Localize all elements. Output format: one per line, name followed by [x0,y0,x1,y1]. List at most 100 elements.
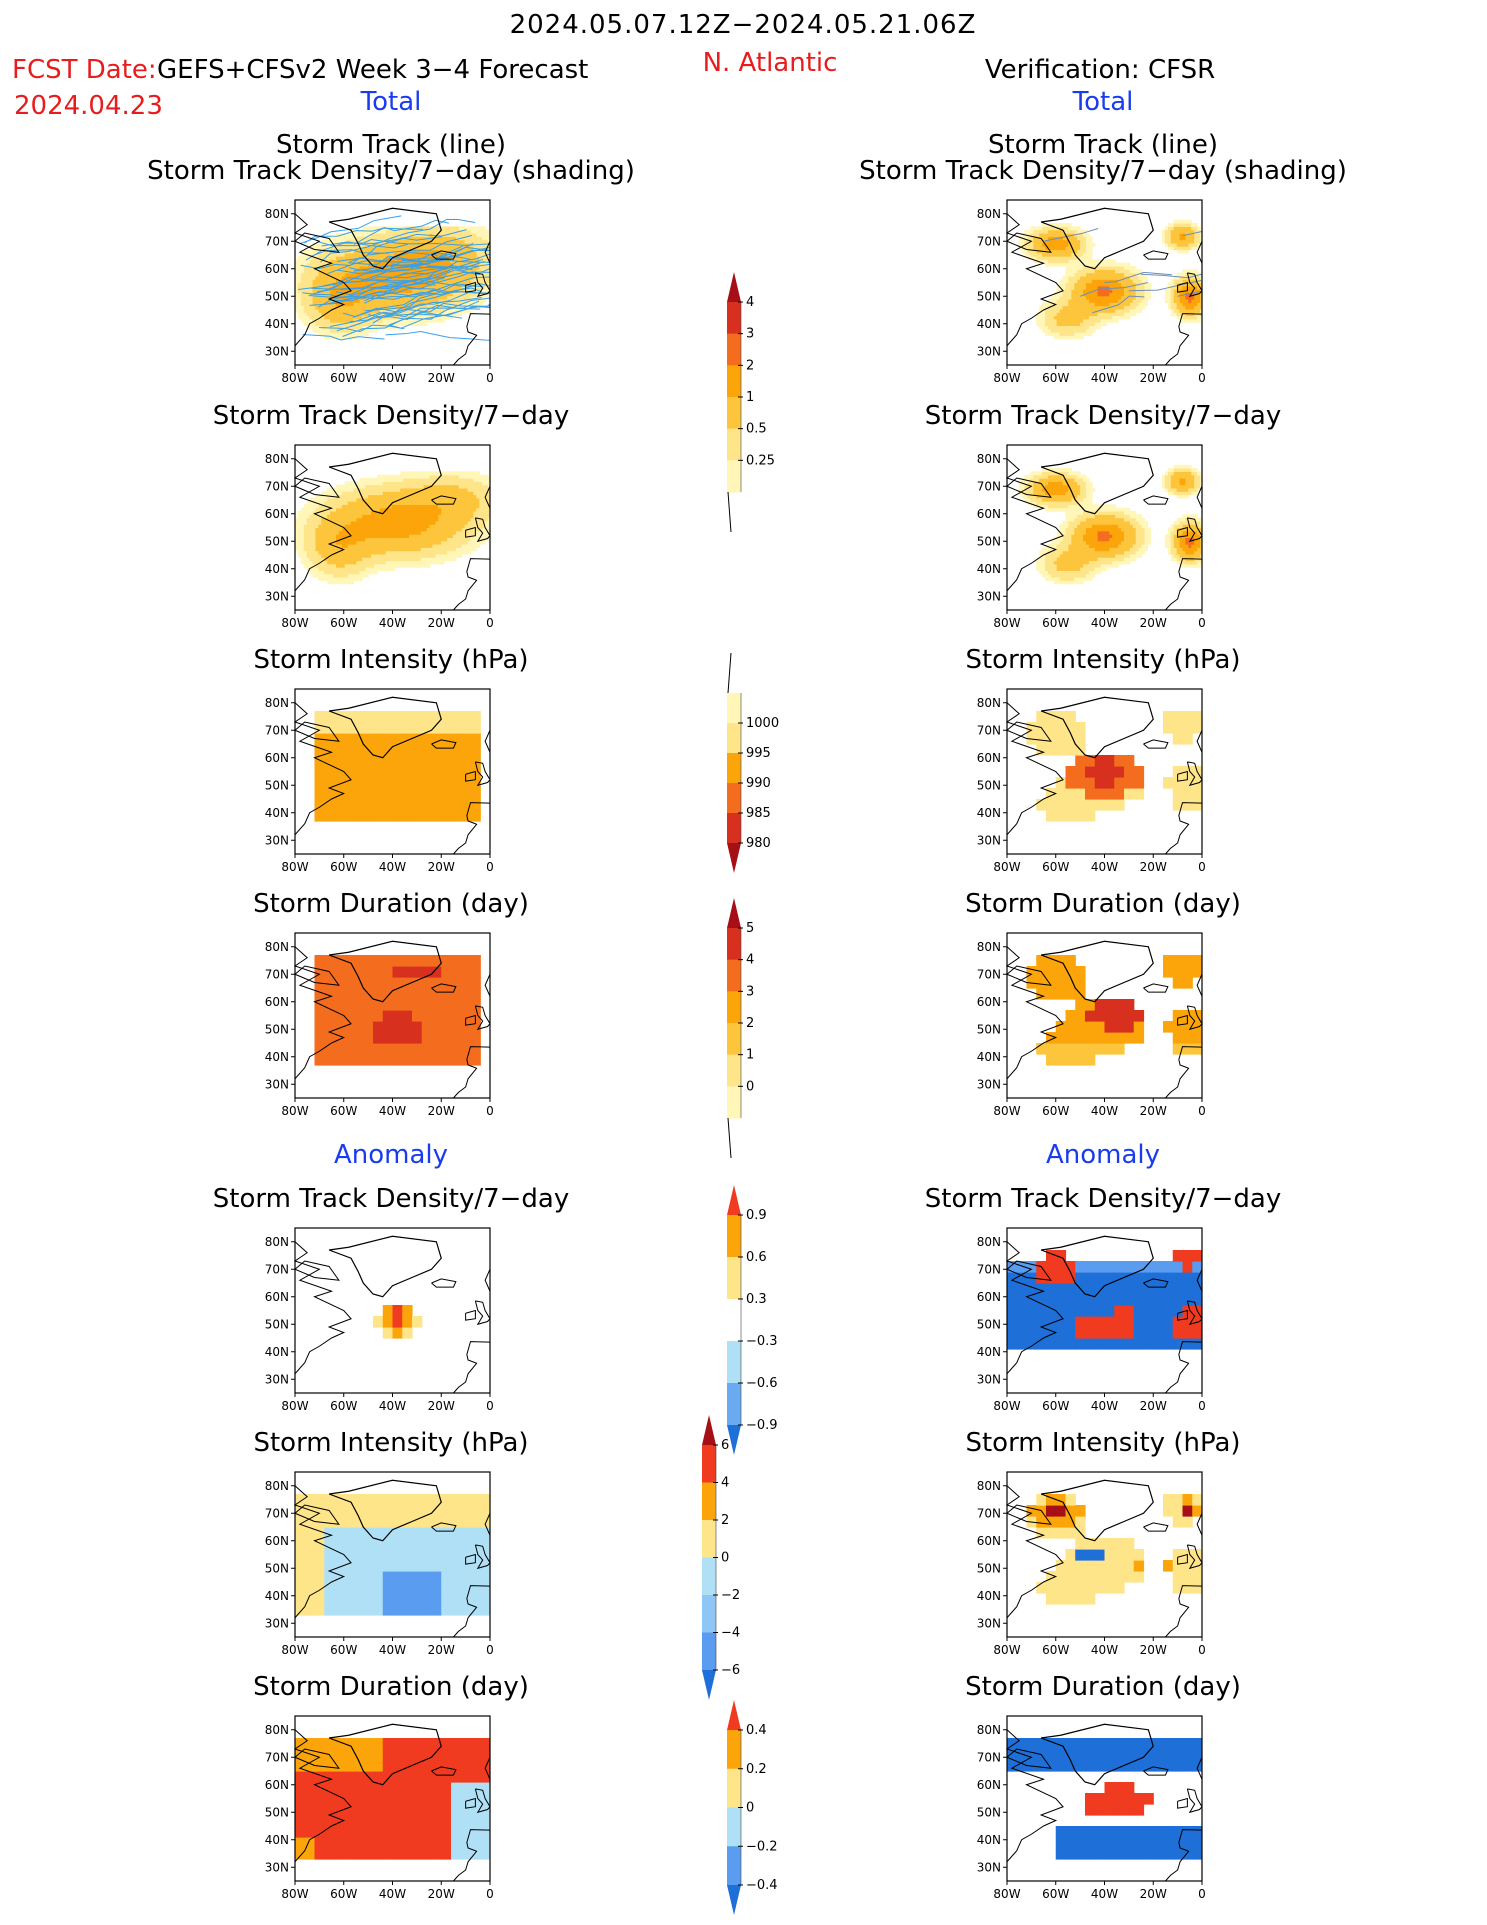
lat-tick-label: 70N [265,234,289,248]
norway-coastline [1196,1757,1203,1780]
greenland-coastline [328,1479,442,1542]
storm-track-line [317,238,490,247]
lat-tick-label: 70N [977,723,1001,737]
colorbar-label: 3 [746,984,754,999]
lon-tick-label: 80W [281,860,308,874]
lat-tick-label: 40N [977,1345,1001,1359]
lon-tick-label: 80W [993,860,1020,874]
lat-tick-label: 70N [977,1262,1001,1276]
lat-tick-label: 40N [265,1345,289,1359]
lat-tick-label: 80N [977,696,1001,710]
lat-tick-label: 80N [265,452,289,466]
lon-tick-label: 60W [330,1643,357,1657]
lat-tick-label: 60N [265,1290,289,1304]
lat-tick-label: 80N [977,452,1001,466]
lon-tick-label: 60W [1042,1643,1069,1657]
colorbar-intensity-total: 1000 995 990 985 980 [727,652,779,873]
lat-tick-label: 30N [265,344,289,358]
lon-tick-label: 0 [1198,1887,1206,1901]
storm-track-line [322,279,411,287]
map-track-left: 80N 70N 60N 50N 40N 30N 80W 60W 40W 20W 0 [265,199,494,385]
map-intensity-anom-right: 80N 70N 60N 50N 40N 30N 80W 60W 40W 20W 0 [977,1471,1206,1657]
storm-track-line [1092,295,1145,314]
lon-tick-label: 40W [379,371,406,385]
storm-track-line [340,279,484,291]
colorbar-segment [727,428,741,461]
map-density-anom-right: 80N 70N 60N 50N 40N 30N 80W 60W 40W 20W 0 [977,1227,1206,1413]
map-content [295,471,490,585]
fcst-model-label: GEFS+CFSv2 Week 3−4 Forecast [157,55,589,85]
uk-coastline [1186,517,1203,543]
lon-tick-label: 60W [1042,1887,1069,1901]
total-label-left: Total [360,87,422,117]
colorbar-label: 0.4 [746,1723,767,1738]
storm-track-line [1182,231,1202,237]
colorbar-label: −2 [721,1588,740,1603]
lat-tick-label: 60N [265,1778,289,1792]
norway-coastline [484,1269,491,1292]
greenland-coastline [328,452,442,515]
storm-track-line [336,311,463,332]
lat-tick-label: 40N [977,1833,1001,1847]
storm-track-line [352,289,490,318]
lon-tick-label: 80W [281,1643,308,1657]
storm-track-line [364,287,473,304]
lon-tick-label: 0 [1198,371,1206,385]
colorbar-label: 1000 [746,716,779,731]
north-america-coastline [1005,702,1064,836]
iceland-coastline [431,250,457,260]
lat-tick-label: 50N [977,778,1001,792]
iberia-africa-coastline [453,558,491,611]
iberia-africa-coastline [1165,1046,1203,1099]
title-intensity-right: Storm Intensity (hPa) [965,645,1241,675]
colorbar-arrow-top [702,1415,716,1445]
iberia-africa-coastline [453,1585,491,1638]
colorbar-label: 2 [746,358,754,373]
colorbar-segment [727,1257,741,1300]
colorbar-segment [727,397,741,430]
lon-tick-label: 80W [281,1887,308,1901]
baffin-coastline [1006,1504,1052,1525]
iceland-coastline [431,1766,457,1776]
colorbar-segment [727,1215,741,1258]
colorbar-label: 3 [746,327,754,342]
lat-tick-label: 30N [977,344,1001,358]
lon-tick-label: 60W [330,616,357,630]
colorbar-duration-anom: 0.4 0.2 0 −0.2 −0.4 [727,1700,778,1915]
lon-tick-label: 80W [993,616,1020,630]
colorbar-label: 985 [746,806,771,821]
lon-tick-label: 80W [281,1104,308,1118]
ireland-coastline [1177,1797,1188,1809]
colorbar-arrow-top [727,1185,741,1215]
iberia-africa-coastline [1165,1585,1203,1638]
lat-tick-label: 60N [977,262,1001,276]
lon-tick-label: 20W [428,860,455,874]
colorbar-duration-total: 5 4 3 2 1 0 [727,898,754,1159]
lon-tick-label: 60W [1042,371,1069,385]
lat-tick-label: 30N [977,1372,1001,1386]
storm-track-line [1043,227,1099,242]
storm-track-line [311,249,389,257]
lat-tick-label: 30N [265,1372,289,1386]
storm-track-line [385,330,490,341]
baffin-coastline [1006,965,1052,986]
ireland-coastline [465,526,476,538]
storm-track-line [321,241,408,249]
storm-track-line [305,236,442,261]
lat-tick-label: 60N [977,507,1001,521]
iberia-africa-coastline [1165,1341,1203,1394]
iceland-coastline [431,1278,457,1288]
map-content [295,215,490,341]
region-label: N. Atlantic [702,48,838,78]
lat-tick-label: 40N [977,317,1001,331]
colorbar-label: 1 [746,390,754,405]
storm-track-line [349,245,464,272]
lon-tick-label: 20W [1140,371,1167,385]
baffin-coastline [1006,1260,1052,1281]
map-track-right: 80N 70N 60N 50N 40N 30N 80W 60W 40W 20W 0 [977,199,1206,385]
iberia-africa-coastline [453,1046,491,1099]
colorbar-segment [727,783,741,814]
lon-tick-label: 60W [330,371,357,385]
title-duration-left: Storm Duration (day) [253,889,529,919]
colorbar-label: 990 [746,776,771,791]
